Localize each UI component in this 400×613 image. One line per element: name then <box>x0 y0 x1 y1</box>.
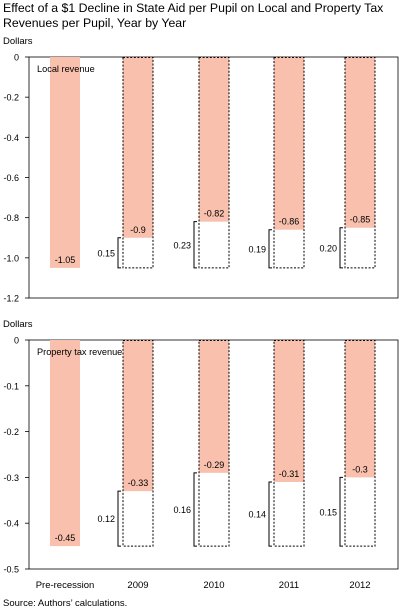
difference-bracket <box>117 490 121 547</box>
difference-bracket <box>193 472 197 547</box>
bar-2011 <box>274 57 304 230</box>
bar-2010 <box>199 340 229 473</box>
bar-value-label: -0.31 <box>279 469 300 479</box>
bar-value-label: -0.29 <box>204 460 225 470</box>
bar-2009 <box>123 57 153 238</box>
bar-pre-recession <box>50 340 80 547</box>
panel-label: Property tax revenue <box>37 347 122 357</box>
difference-bracket <box>339 476 343 547</box>
y-tick-label: -0.8 <box>3 213 19 223</box>
bar-value-label: -0.9 <box>130 225 146 235</box>
y-tick-label: -0.3 <box>3 473 19 483</box>
y-tick-label: -0.1 <box>3 381 19 391</box>
difference-label: 0.12 <box>97 514 115 524</box>
bar-value-label: -0.85 <box>350 215 371 225</box>
bar-value-label: -0.82 <box>204 209 225 219</box>
bar-value-label: -0.3 <box>352 464 368 474</box>
x-tick-label: 2012 <box>349 580 370 591</box>
reference-outline <box>344 57 376 269</box>
x-tick-label: 2009 <box>127 580 148 591</box>
y-tick-label: -1.0 <box>3 253 19 263</box>
bar-2011 <box>274 340 304 482</box>
y-tick-label: -0.4 <box>3 519 19 529</box>
difference-label: 0.20 <box>319 243 337 253</box>
bar-2012 <box>345 340 375 478</box>
difference-label: 0.14 <box>248 510 266 520</box>
reference-outline <box>344 340 376 547</box>
bar-value-label: -1.05 <box>55 255 76 265</box>
page-title: Effect of a $1 Decline in State Aid per … <box>3 1 384 30</box>
reference-outline <box>122 57 154 269</box>
difference-bracket <box>339 227 343 269</box>
panel-label: Local revenue <box>37 64 95 74</box>
bar-value-label: -0.33 <box>128 478 149 488</box>
x-tick-label: Pre-recession <box>36 580 95 591</box>
difference-label: 0.16 <box>173 505 191 515</box>
y-tick-label: -0.4 <box>3 133 19 143</box>
difference-bracket <box>117 237 121 269</box>
x-tick-label: 2010 <box>203 580 224 591</box>
difference-bracket <box>268 481 272 547</box>
difference-label: 0.19 <box>248 244 266 254</box>
difference-bracket <box>268 229 272 269</box>
source-note: Source: Authors’ calculations. <box>3 598 128 609</box>
reference-outline <box>198 57 230 269</box>
y-axis-label: Dollars <box>3 319 33 330</box>
difference-label: 0.15 <box>97 248 115 258</box>
reference-outline <box>273 57 305 269</box>
difference-bracket <box>193 221 197 269</box>
bar-2010 <box>199 57 229 222</box>
y-tick-label: -1.2 <box>3 294 19 304</box>
bar-2012 <box>345 57 375 228</box>
difference-label: 0.15 <box>319 507 337 517</box>
y-tick-label: -0.2 <box>3 427 19 437</box>
y-tick-label: 0 <box>14 53 19 63</box>
bar-value-label: -0.45 <box>55 533 76 543</box>
reference-outline <box>122 340 154 547</box>
difference-label: 0.23 <box>173 240 191 250</box>
y-tick-label: -0.2 <box>3 93 19 103</box>
y-axis-label: Dollars <box>3 36 33 47</box>
y-tick-label: -0.5 <box>3 565 19 575</box>
y-tick-label: -0.6 <box>3 173 19 183</box>
bar-pre-recession <box>50 57 80 268</box>
reference-outline <box>273 340 305 547</box>
bar-2009 <box>123 340 153 492</box>
y-tick-label: 0 <box>14 336 19 346</box>
reference-outline <box>198 340 230 547</box>
x-tick-label: 2011 <box>279 580 299 591</box>
bar-value-label: -0.86 <box>279 217 300 227</box>
